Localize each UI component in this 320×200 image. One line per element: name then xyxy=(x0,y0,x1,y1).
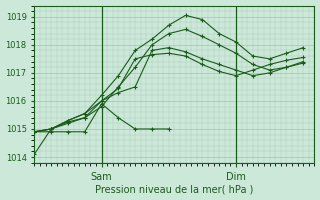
X-axis label: Pression niveau de la mer( hPa ): Pression niveau de la mer( hPa ) xyxy=(95,184,253,194)
